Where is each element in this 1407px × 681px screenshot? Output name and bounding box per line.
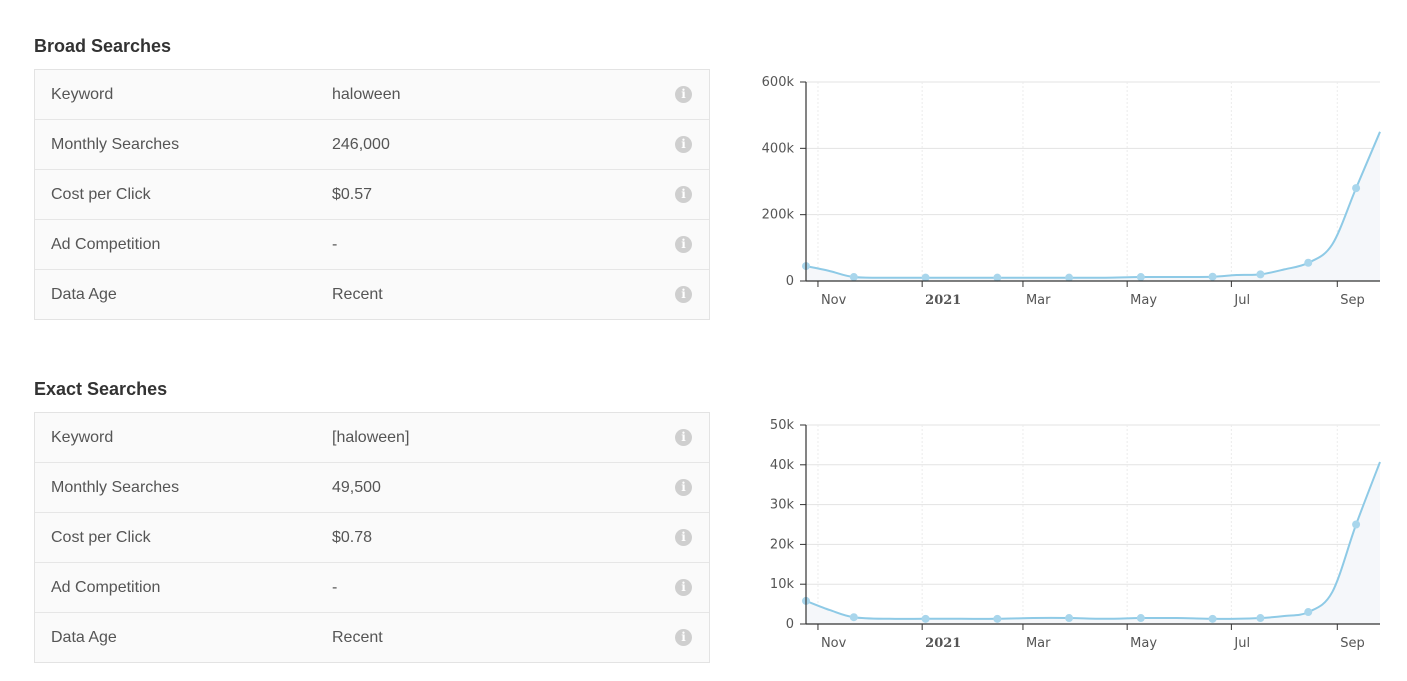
metric-label: Cost per Click (51, 529, 151, 546)
y-tick-label: 400k (762, 141, 795, 156)
metric-label: Keyword (51, 429, 114, 446)
y-tick-label: 20k (770, 537, 795, 552)
info-icon[interactable]: i (675, 429, 692, 446)
metric-row-cost-per-click: Cost per Click $0.57 i (35, 169, 709, 219)
broad-metrics-table: Keyword haloween i Monthly Searches 246,… (34, 69, 710, 320)
data-point (1256, 614, 1265, 623)
x-tick-label: Mar (1026, 636, 1051, 651)
info-icon[interactable]: i (675, 236, 692, 253)
broad-trend-chart-svg: 0 200k 400k 600k Nov 2021 Mar May Jul Sep (762, 75, 1381, 308)
metric-row-monthly-searches: Monthly Searches 246,000 i (35, 119, 709, 169)
data-point (1136, 614, 1145, 623)
data-point (1136, 273, 1145, 282)
series-line (805, 131, 1381, 279)
x-tick-label: Sep (1340, 636, 1365, 651)
metric-row-ad-competition: Ad Competition - i (35, 562, 709, 612)
x-tick-label: Sep (1340, 293, 1365, 308)
info-icon[interactable]: i (675, 579, 692, 596)
info-icon[interactable]: i (675, 479, 692, 496)
data-point (1304, 258, 1313, 267)
data-point (921, 614, 930, 623)
metric-value: $0.78 (332, 529, 373, 546)
data-point (993, 614, 1002, 623)
metric-row-monthly-searches: Monthly Searches 49,500 i (35, 462, 709, 512)
data-point (1208, 614, 1217, 623)
series-line (805, 461, 1381, 620)
metric-value: $0.57 (332, 186, 373, 203)
x-tick-label: May (1130, 293, 1157, 308)
y-tick-label: 30k (770, 498, 795, 513)
data-point (1304, 608, 1313, 617)
info-icon[interactable]: i (675, 529, 692, 546)
data-point (1352, 520, 1361, 529)
metric-value: Recent (332, 286, 383, 303)
metric-row-data-age: Data Age Recent i (35, 269, 709, 319)
metric-value: - (332, 236, 338, 253)
metric-row-data-age: Data Age Recent i (35, 612, 709, 662)
x-tick-label: Jul (1233, 293, 1250, 308)
metric-label: Ad Competition (51, 236, 161, 253)
metric-label: Ad Competition (51, 579, 161, 596)
x-tick-label: 2021 (925, 293, 961, 308)
y-tick-label: 50k (770, 418, 795, 433)
data-point (1352, 184, 1361, 193)
broad-trend-chart: 0 200k 400k 600k Nov 2021 Mar May Jul Sep (744, 66, 1384, 321)
exact-trend-chart-svg: 0 10k 20k 30k 40k 50k Nov 2021 Mar May Jul Sep (770, 418, 1381, 651)
x-tick-label: Nov (821, 636, 847, 651)
section-title: Broad Searches (34, 36, 172, 56)
y-tick-label: 200k (762, 208, 795, 223)
x-tick-label: Nov (821, 293, 847, 308)
metric-row-keyword: Keyword haloween i (35, 70, 709, 119)
info-icon[interactable]: i (675, 136, 692, 153)
metric-value: Recent (332, 629, 383, 646)
data-point (849, 273, 858, 282)
metric-label: Data Age (51, 629, 117, 646)
exact-trend-chart: 0 10k 20k 30k 40k 50k Nov 2021 Mar May Jul Sep (744, 409, 1384, 664)
metric-row-ad-competition: Ad Competition - i (35, 219, 709, 269)
y-tick-label: 40k (770, 458, 795, 473)
metric-label: Data Age (51, 286, 117, 303)
x-tick-label: 2021 (925, 636, 961, 651)
y-tick-label: 10k (770, 577, 795, 592)
x-tick-label: May (1130, 636, 1157, 651)
metric-value: haloween (332, 86, 401, 103)
x-tick-label: Jul (1233, 636, 1250, 651)
metric-label: Monthly Searches (51, 479, 180, 496)
y-tick-label: 0 (786, 617, 794, 632)
info-icon[interactable]: i (675, 629, 692, 646)
data-point (1256, 270, 1265, 279)
section-title: Exact Searches (34, 379, 168, 399)
x-tick-label: Mar (1026, 293, 1051, 308)
metric-row-cost-per-click: Cost per Click $0.78 i (35, 512, 709, 562)
metric-row-keyword: Keyword [haloween] i (35, 413, 709, 462)
info-icon[interactable]: i (675, 286, 692, 303)
metric-value: 246,000 (332, 136, 390, 153)
data-point (1208, 272, 1217, 281)
series-area (806, 131, 1380, 281)
metric-label: Keyword (51, 86, 114, 103)
y-tick-label: 0 (786, 274, 794, 289)
data-point (921, 273, 930, 282)
info-icon[interactable]: i (675, 186, 692, 203)
metric-value: 49,500 (332, 479, 381, 496)
series-area (806, 462, 1380, 624)
y-tick-label: 600k (762, 75, 795, 90)
metric-label: Monthly Searches (51, 136, 180, 153)
data-point (849, 613, 858, 622)
metric-label: Cost per Click (51, 186, 151, 203)
metric-value: [haloween] (332, 429, 410, 446)
data-point (1065, 273, 1074, 282)
exact-metrics-table: Keyword [haloween] i Monthly Searches 49… (34, 412, 710, 663)
data-point (993, 273, 1002, 282)
info-icon[interactable]: i (675, 86, 692, 103)
data-point (1065, 614, 1074, 623)
metric-value: - (332, 579, 338, 596)
